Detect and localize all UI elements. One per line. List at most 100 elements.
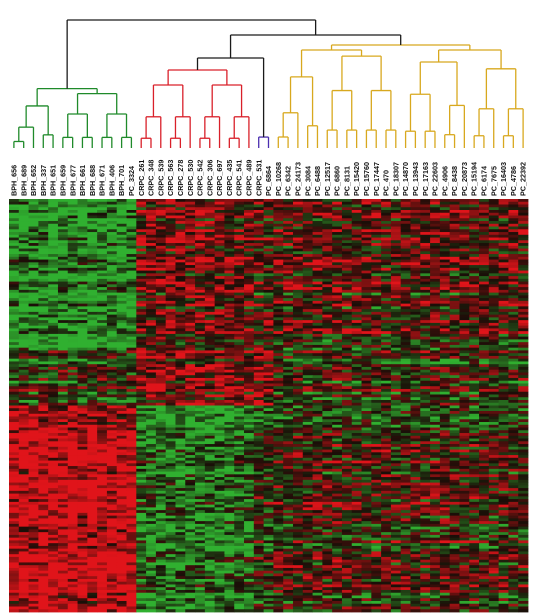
heatmap-cell (322, 394, 333, 398)
heatmap-cell (469, 284, 480, 288)
heatmap-cell (67, 325, 78, 329)
heatmap-cell (439, 438, 451, 442)
heatmap-cell (126, 369, 137, 373)
heatmap-cell (351, 256, 362, 260)
heatmap-cell (136, 262, 147, 266)
heatmap-cell (116, 339, 127, 343)
heatmap-cell (87, 325, 98, 329)
heatmap-cell (97, 229, 108, 233)
heatmap-cell (430, 441, 441, 445)
heatmap-cell (302, 438, 313, 442)
heatmap-cell (361, 265, 372, 269)
heatmap-cell (518, 201, 529, 205)
heatmap-cell (87, 306, 98, 310)
heatmap-cell (341, 424, 353, 428)
heatmap-cell (488, 210, 500, 214)
heatmap-cell (351, 413, 362, 417)
heatmap-cell (155, 243, 167, 247)
heatmap-cell (312, 273, 323, 277)
heatmap-cell (459, 411, 470, 415)
heatmap-cell (469, 358, 480, 362)
heatmap-cell (518, 361, 529, 365)
heatmap-cell (106, 311, 118, 316)
heatmap-cell (322, 372, 333, 376)
heatmap-cell (400, 207, 411, 211)
heatmap-cell (312, 289, 323, 294)
heatmap-cell (312, 287, 323, 291)
heatmap-cell (381, 399, 392, 404)
heatmap-cell (77, 240, 88, 244)
heatmap-cell (165, 375, 176, 379)
heatmap-cell (126, 364, 137, 368)
heatmap-cell (439, 386, 451, 390)
heatmap-cell (420, 201, 431, 205)
heatmap-cell (292, 276, 304, 280)
heatmap-cell (165, 336, 176, 340)
heatmap-cell (28, 325, 39, 329)
heatmap-cell (77, 441, 88, 445)
heatmap-cell (341, 281, 353, 285)
heatmap-cell (67, 207, 78, 211)
heatmap-cell (341, 364, 353, 368)
heatmap-cell (479, 422, 490, 426)
heatmap-cell (449, 350, 460, 354)
heatmap-cell (459, 419, 470, 423)
heatmap-cell (430, 207, 441, 211)
heatmap-cell (518, 311, 529, 316)
heatmap-cell (341, 232, 353, 236)
heatmap-cell (322, 391, 333, 395)
heatmap-cell (361, 333, 372, 338)
heatmap-cell (106, 430, 118, 434)
heatmap-cell (155, 306, 167, 310)
heatmap-cell (449, 435, 460, 439)
heatmap-cell (9, 212, 20, 216)
sample-label: PC_12517 (323, 162, 332, 196)
heatmap-cell (390, 408, 402, 412)
heatmap-cell (302, 422, 313, 426)
heatmap-cell (28, 300, 39, 305)
heatmap-cell (459, 433, 470, 437)
heatmap-cell (381, 276, 392, 280)
heatmap-cell (116, 298, 127, 302)
heatmap-cell (459, 377, 470, 382)
heatmap-cell (214, 411, 225, 415)
heatmap-cell (77, 386, 88, 390)
heatmap-cell (204, 226, 216, 230)
heatmap-cell (302, 234, 313, 238)
heatmap-cell (430, 256, 441, 260)
heatmap-cell (420, 325, 431, 329)
heatmap-cell (28, 320, 39, 324)
heatmap-cell (381, 281, 392, 285)
heatmap-cell (28, 287, 39, 291)
heatmap-cell (332, 331, 343, 335)
heatmap-cell (381, 375, 392, 379)
heatmap-cell (351, 311, 362, 316)
heatmap-cell (224, 223, 235, 227)
heatmap-cell (136, 232, 147, 236)
heatmap-cell (57, 339, 69, 343)
heatmap-cell (518, 408, 529, 412)
heatmap-cell (165, 221, 176, 225)
heatmap-cell (106, 300, 118, 305)
heatmap-cell (508, 311, 519, 316)
heatmap-cell (332, 300, 343, 305)
heatmap-cell (97, 377, 108, 382)
heatmap-cell (28, 251, 39, 255)
heatmap-cell (18, 267, 29, 271)
heatmap-cell (28, 388, 39, 393)
heatmap-cell (214, 281, 225, 285)
heatmap-cell (155, 386, 167, 390)
heatmap-cell (106, 331, 118, 335)
heatmap-cell (332, 278, 343, 282)
heatmap-cell (518, 295, 529, 299)
heatmap-cell (283, 355, 294, 360)
heatmap-cell (292, 237, 304, 241)
heatmap-cell (488, 309, 500, 313)
heatmap-cell (400, 339, 411, 343)
heatmap-cell (204, 397, 216, 401)
heatmap-cell (224, 270, 235, 274)
heatmap-cell (332, 402, 343, 406)
heatmap-cell (87, 416, 98, 420)
heatmap-cell (312, 295, 323, 299)
heatmap-cell (371, 201, 382, 205)
